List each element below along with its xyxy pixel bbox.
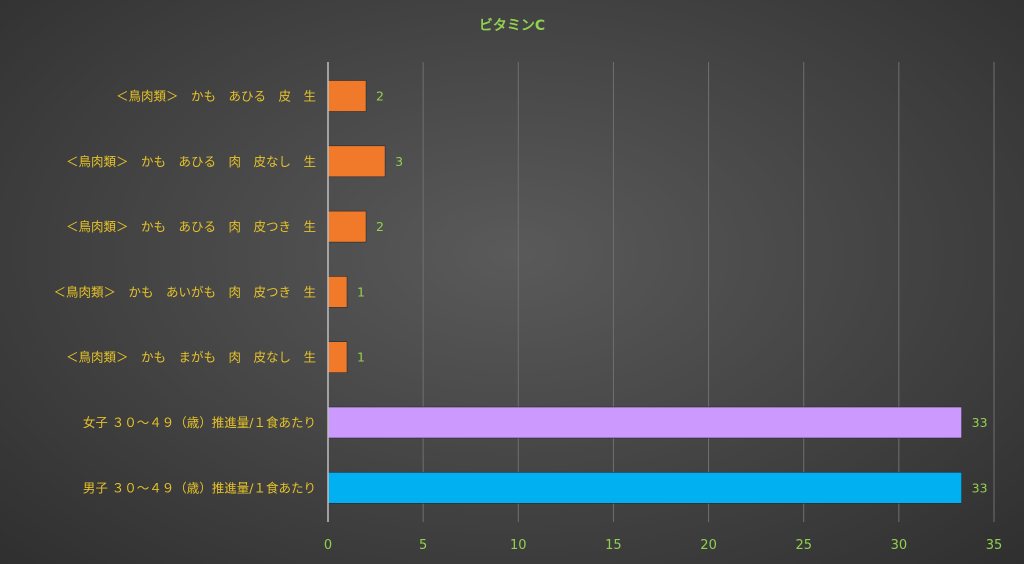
x-tick-label: 0	[324, 538, 332, 553]
data-label: 1	[357, 350, 365, 365]
bar	[327, 341, 348, 374]
x-tick-label: 10	[510, 538, 527, 553]
x-tick-label: 5	[419, 538, 427, 553]
gridlines	[422, 62, 995, 522]
x-tick-label: 30	[891, 538, 908, 553]
category-label: 女子 ３０～４９（歳）推進量/１食あたり	[83, 415, 316, 430]
x-tick-label: 25	[795, 538, 812, 553]
bar	[327, 406, 962, 439]
data-label: 1	[357, 284, 365, 299]
data-label: 33	[972, 480, 988, 495]
x-tick-label: 20	[700, 538, 717, 553]
category-label: ＜鳥肉類＞ かも まがも 肉 皮なし 生	[66, 350, 316, 365]
category-label: ＜鳥肉類＞ かも あひる 肉 皮つき 生	[66, 219, 316, 234]
x-tick-labels: 0 5 10 15 20 25 30 35	[324, 538, 1002, 553]
data-labels: 2 3 2 1 1 33 33	[357, 89, 988, 496]
category-label: ＜鳥肉類＞ かも あいがも 肉 皮つき 生	[53, 284, 316, 299]
x-tick-label: 15	[605, 538, 622, 553]
bar	[327, 80, 367, 112]
x-tick-label: 35	[986, 538, 1003, 553]
bars	[327, 80, 962, 504]
bar	[327, 210, 367, 243]
bar	[327, 145, 386, 178]
category-labels: ＜鳥肉類＞ かも あひる 皮 生 ＜鳥肉類＞ かも あひる 肉 皮なし 生 ＜鳥肉類…	[53, 89, 316, 496]
data-label: 2	[376, 219, 384, 234]
category-label: ＜鳥肉類＞ かも あひる 肉 皮なし 生	[66, 154, 316, 169]
data-label: 2	[376, 89, 384, 104]
category-label: ＜鳥肉類＞ かも あひる 皮 生	[116, 89, 316, 104]
bar	[327, 276, 348, 308]
category-label: 男子 ３０～４９（歳）推進量/１食あたり	[83, 480, 316, 495]
data-label: 33	[972, 415, 988, 430]
chart-title: ビタミンC	[479, 18, 545, 34]
bar	[327, 471, 962, 504]
data-label: 3	[395, 154, 403, 169]
